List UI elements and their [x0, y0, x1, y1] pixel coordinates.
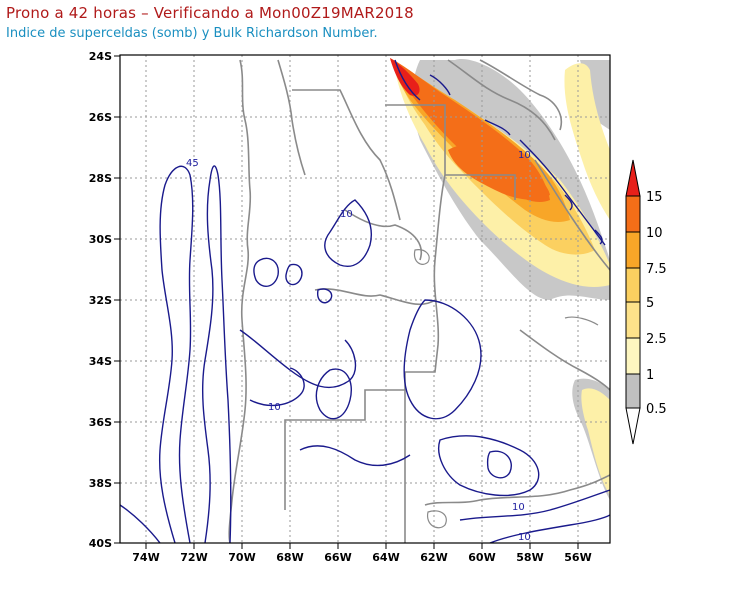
map-title: Prono a 42 horas – Verificando a Mon00Z1… — [6, 4, 414, 22]
colorbar-segment — [625, 301, 641, 339]
contour-label: 10 — [518, 532, 531, 543]
colorbar-label: 7.5 — [646, 262, 667, 277]
contour-label: 45 — [186, 158, 199, 169]
lat-label: 32S — [89, 294, 112, 307]
lon-label: 62W — [420, 551, 447, 564]
lon-label: 68W — [276, 551, 303, 564]
lon-label: 70W — [228, 551, 255, 564]
lat-label: 34S — [89, 355, 112, 368]
map-subtitle: Indice de superceldas (somb) y Bulk Rich… — [6, 26, 378, 41]
colorbar-label: 1 — [646, 368, 654, 383]
contour-labels: 45 10 10 10 10 10 — [186, 150, 531, 543]
lat-label: 30S — [89, 233, 112, 246]
lat-label: 24S — [89, 50, 112, 63]
political-borders — [228, 59, 610, 543]
contour-label: 10 — [268, 402, 281, 413]
colorbar-bottom-arrow — [625, 407, 641, 445]
plot-frame — [119, 54, 611, 544]
colorbar-segment — [625, 231, 641, 269]
lat-label: 28S — [89, 172, 112, 185]
lat-label: 26S — [89, 111, 112, 124]
colorbar-top-arrow — [625, 159, 641, 197]
contour-label: 10 — [512, 502, 525, 513]
colorbar: 15 10 7.5 5 2.5 1 0.5 — [625, 159, 667, 445]
lat-label: 38S — [89, 477, 112, 490]
lon-label: 58W — [516, 551, 543, 564]
lon-label: 64W — [372, 551, 399, 564]
lat-axis: 24S 26S 28S 30S 32S 34S 36S 38S 40S — [89, 50, 120, 550]
lon-label: 60W — [468, 551, 495, 564]
lon-label: 56W — [564, 551, 591, 564]
lat-lon-grid — [120, 55, 610, 543]
colorbar-segment — [625, 373, 641, 409]
lat-label: 40S — [89, 537, 112, 550]
lake-features — [413, 249, 599, 529]
colorbar-label: 5 — [646, 296, 654, 311]
colorbar-label: 15 — [646, 190, 663, 205]
brn-contours — [120, 59, 610, 543]
colorbar-label: 10 — [646, 226, 663, 241]
colorbar-label: 0.5 — [646, 402, 667, 417]
lon-label: 74W — [132, 551, 159, 564]
lat-label: 36S — [89, 416, 112, 429]
colorbar-segment — [625, 195, 641, 233]
colorbar-segment — [625, 337, 641, 375]
colorbar-label: 2.5 — [646, 332, 667, 347]
lon-axis: 74W 72W 70W 68W 66W 64W 62W 60W 58W 56W — [132, 543, 592, 564]
contour-label: 10 — [518, 150, 531, 161]
lon-label: 66W — [324, 551, 351, 564]
colorbar-segment — [625, 267, 641, 303]
contour-label: 10 — [340, 209, 353, 220]
lon-label: 72W — [180, 551, 207, 564]
